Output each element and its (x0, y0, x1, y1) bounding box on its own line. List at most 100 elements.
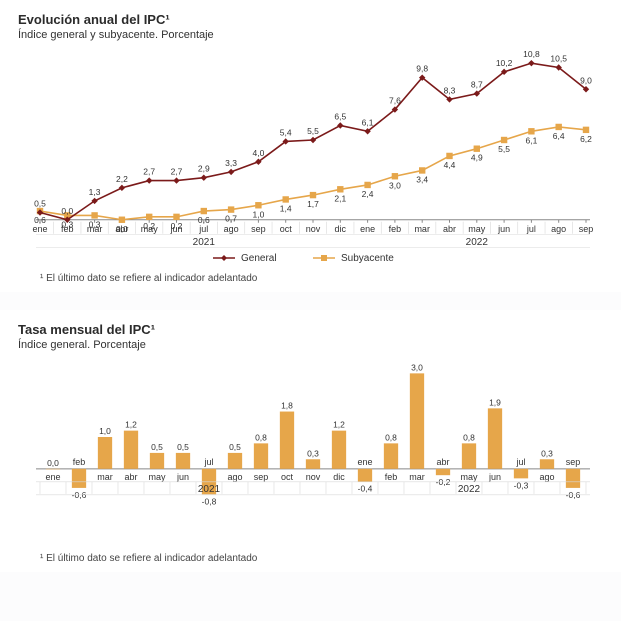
svg-text:1,2: 1,2 (125, 420, 137, 430)
svg-text:0,2: 0,2 (171, 221, 183, 231)
svg-text:0,8: 0,8 (463, 432, 475, 442)
svg-text:dic: dic (335, 224, 347, 234)
svg-text:0,6: 0,6 (198, 215, 210, 225)
svg-text:ene: ene (32, 224, 47, 234)
svg-text:jun: jun (488, 472, 501, 482)
svg-text:jul: jul (526, 224, 536, 234)
svg-text:jul: jul (198, 224, 208, 234)
svg-text:-0,2: -0,2 (436, 477, 451, 487)
annual-ipc-panel: Evolución anual del IPC¹ Índice general … (0, 0, 621, 292)
svg-text:0,7: 0,7 (225, 214, 237, 224)
svg-text:2,1: 2,1 (334, 193, 346, 203)
svg-text:6,5: 6,5 (334, 112, 346, 122)
svg-text:0,5: 0,5 (177, 442, 189, 452)
svg-text:1,9: 1,9 (489, 397, 501, 407)
svg-text:2,7: 2,7 (143, 167, 155, 177)
svg-text:10,5: 10,5 (550, 54, 567, 64)
svg-text:General: General (241, 253, 277, 264)
svg-text:dic: dic (333, 472, 345, 482)
svg-text:9,8: 9,8 (416, 64, 428, 74)
svg-text:0,0: 0,0 (47, 458, 59, 468)
svg-text:2022: 2022 (458, 484, 481, 495)
svg-text:0,0: 0,0 (116, 224, 128, 234)
monthly-ipc-panel: Tasa mensual del IPC¹ Índice general. Po… (0, 310, 621, 572)
svg-text:3,3: 3,3 (225, 158, 237, 168)
svg-text:0,3: 0,3 (307, 448, 319, 458)
svg-text:feb: feb (73, 457, 86, 467)
svg-text:ene: ene (357, 457, 372, 467)
svg-text:oct: oct (280, 224, 293, 234)
svg-text:7,6: 7,6 (389, 96, 401, 106)
svg-text:1,4: 1,4 (280, 203, 292, 213)
svg-text:mar: mar (409, 472, 425, 482)
svg-text:abr: abr (443, 224, 456, 234)
svg-text:0,2: 0,2 (143, 221, 155, 231)
svg-text:1,8: 1,8 (281, 401, 293, 411)
svg-text:sep: sep (254, 472, 269, 482)
svg-text:abr: abr (436, 457, 449, 467)
svg-text:0,8: 0,8 (255, 432, 267, 442)
svg-text:1,0: 1,0 (99, 426, 111, 436)
svg-text:Subyacente: Subyacente (341, 253, 394, 264)
svg-text:5,5: 5,5 (498, 144, 510, 154)
svg-text:nov: nov (306, 224, 321, 234)
svg-text:10,8: 10,8 (523, 49, 540, 59)
svg-text:1,3: 1,3 (89, 187, 101, 197)
svg-text:ene: ene (360, 224, 375, 234)
svg-text:6,2: 6,2 (580, 134, 592, 144)
monthly-ipc-chart: 0,0ene-0,6feb1,0mar1,2abr0,5may0,5jun-0,… (18, 357, 598, 547)
chart1-footnote: ¹ El último dato se refiere al indicador… (40, 273, 603, 284)
svg-text:2,7: 2,7 (171, 167, 183, 177)
svg-text:jul: jul (203, 457, 213, 467)
svg-text:3,0: 3,0 (389, 180, 401, 190)
svg-text:10,2: 10,2 (496, 58, 513, 68)
svg-text:jun: jun (497, 224, 510, 234)
svg-text:-0,8: -0,8 (202, 496, 217, 506)
chart1-title: Evolución anual del IPC¹ (18, 12, 603, 27)
chart2-title: Tasa mensual del IPC¹ (18, 322, 603, 337)
chart1-subtitle: Índice general y subyacente. Porcentaje (18, 29, 603, 41)
svg-text:3,4: 3,4 (416, 174, 428, 184)
chart2-subtitle: Índice general. Porcentaje (18, 339, 603, 351)
svg-text:2,2: 2,2 (116, 174, 128, 184)
svg-text:0,8: 0,8 (385, 432, 397, 442)
svg-text:1,0: 1,0 (252, 209, 264, 219)
svg-text:0,0: 0,0 (61, 206, 73, 216)
svg-text:abr: abr (124, 472, 137, 482)
svg-text:4,9: 4,9 (471, 153, 483, 163)
svg-text:0,6: 0,6 (34, 215, 46, 225)
svg-text:4,4: 4,4 (444, 160, 456, 170)
svg-text:2,4: 2,4 (362, 189, 374, 199)
svg-text:may: may (468, 224, 486, 234)
svg-text:ago: ago (227, 472, 242, 482)
svg-text:may: may (148, 472, 166, 482)
chart2-footnote: ¹ El último dato se refiere al indicador… (40, 553, 603, 564)
svg-text:feb: feb (385, 472, 398, 482)
svg-text:nov: nov (306, 472, 321, 482)
svg-text:5,4: 5,4 (280, 127, 292, 137)
svg-text:ene: ene (45, 472, 60, 482)
svg-text:mar: mar (97, 472, 113, 482)
svg-text:9,0: 9,0 (580, 75, 592, 85)
svg-text:2021: 2021 (198, 484, 221, 495)
svg-text:2,9: 2,9 (198, 164, 210, 174)
svg-text:0,5: 0,5 (229, 442, 241, 452)
svg-text:5,5: 5,5 (307, 126, 319, 136)
svg-text:1,2: 1,2 (333, 420, 345, 430)
annual-ipc-chart: enefebmarabrmayjunjulagosepoctnovdicenef… (18, 47, 598, 267)
svg-text:jul: jul (515, 457, 525, 467)
svg-text:6,1: 6,1 (525, 135, 537, 145)
svg-text:ago: ago (539, 472, 554, 482)
svg-text:8,7: 8,7 (471, 80, 483, 90)
svg-text:8,3: 8,3 (444, 85, 456, 95)
svg-text:1,7: 1,7 (307, 199, 319, 209)
svg-text:sep: sep (251, 224, 266, 234)
svg-text:ago: ago (224, 224, 239, 234)
svg-text:ago: ago (551, 224, 566, 234)
svg-text:4,0: 4,0 (252, 148, 264, 158)
svg-text:-0,4: -0,4 (358, 484, 373, 494)
svg-text:0,3: 0,3 (541, 448, 553, 458)
svg-text:2022: 2022 (466, 237, 489, 248)
svg-text:3,0: 3,0 (411, 362, 423, 372)
svg-text:0,5: 0,5 (151, 442, 163, 452)
